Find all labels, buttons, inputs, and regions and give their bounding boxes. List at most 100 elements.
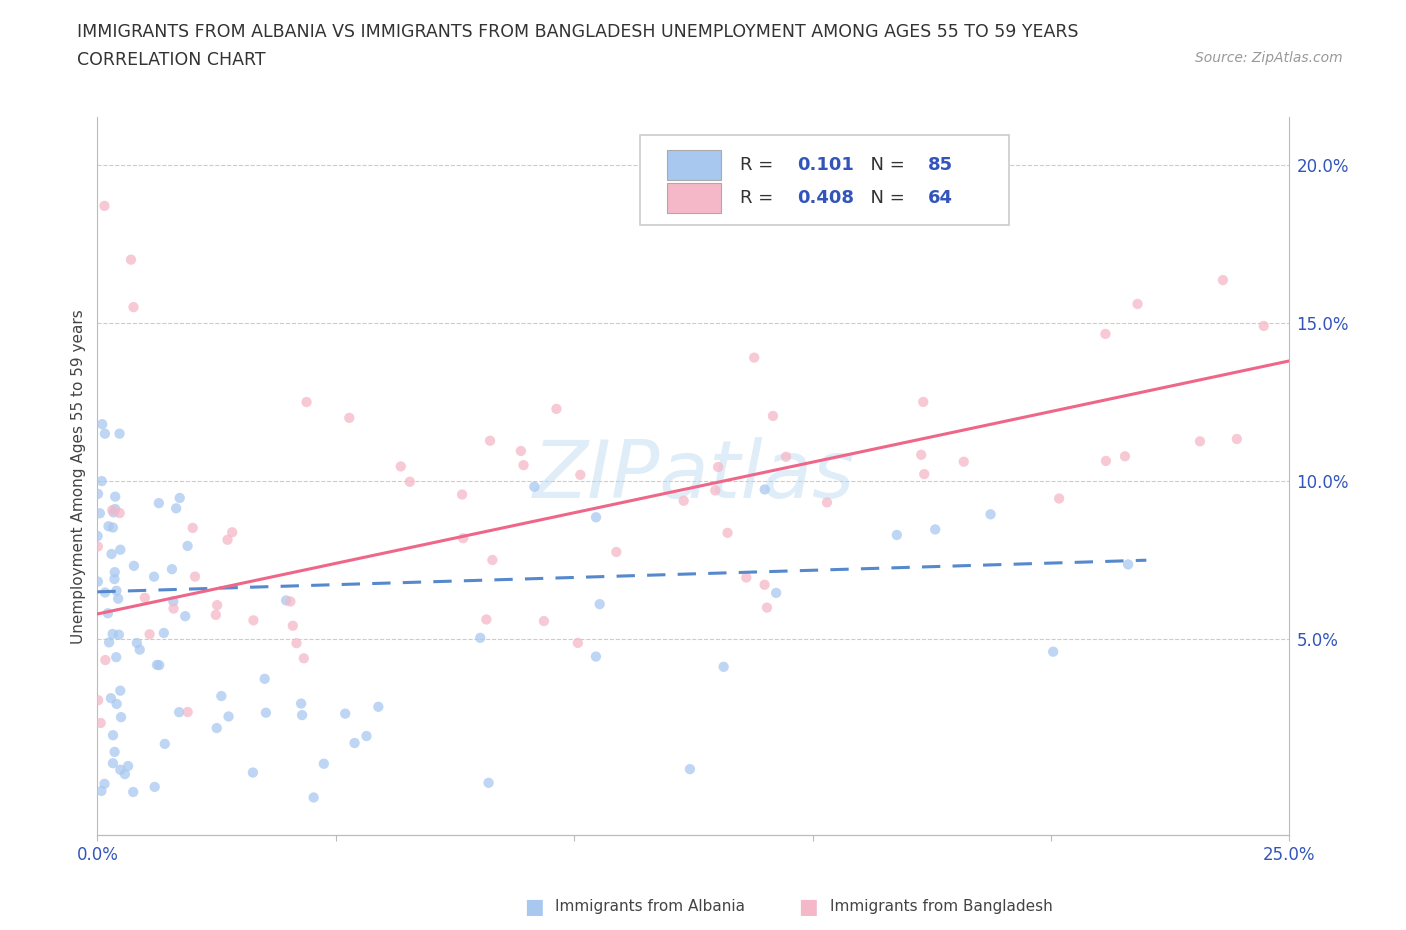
- Point: [1094, 326, 1116, 341]
- Point: [98, 635, 121, 650]
- Point: [451, 531, 474, 546]
- Text: N =: N =: [859, 189, 911, 206]
- Point: [94, 426, 117, 441]
- Point: [221, 525, 243, 539]
- Point: [122, 785, 145, 800]
- Point: [523, 479, 546, 494]
- Point: [1047, 491, 1070, 506]
- Point: [1095, 454, 1118, 469]
- FancyBboxPatch shape: [640, 135, 1010, 225]
- Text: ZIPatlas: ZIPatlas: [533, 437, 855, 515]
- Point: [87, 539, 110, 554]
- Point: [533, 614, 555, 629]
- Point: [110, 684, 132, 698]
- Point: [162, 601, 184, 616]
- Point: [108, 627, 131, 642]
- Point: [101, 502, 124, 517]
- Text: R =: R =: [740, 189, 779, 206]
- Point: [742, 351, 765, 365]
- Point: [569, 468, 592, 483]
- Point: [242, 613, 264, 628]
- Point: [176, 538, 198, 553]
- Point: [242, 765, 264, 780]
- Point: [101, 728, 124, 743]
- Point: [398, 474, 420, 489]
- Point: [94, 585, 117, 600]
- Point: [86, 528, 108, 543]
- Point: [165, 501, 187, 516]
- Point: [735, 570, 758, 585]
- Point: [125, 635, 148, 650]
- Point: [218, 709, 240, 724]
- Point: [1226, 432, 1249, 446]
- Point: [477, 776, 499, 790]
- Point: [1114, 449, 1136, 464]
- Point: [148, 496, 170, 511]
- Point: [754, 578, 776, 592]
- Point: [716, 525, 738, 540]
- Point: [104, 745, 127, 760]
- Point: [1253, 318, 1275, 333]
- Point: [290, 697, 312, 711]
- Point: [110, 710, 132, 724]
- Point: [285, 636, 308, 651]
- Point: [470, 631, 492, 645]
- Text: Source: ZipAtlas.com: Source: ZipAtlas.com: [1195, 51, 1343, 65]
- Point: [143, 779, 166, 794]
- Point: [91, 417, 114, 432]
- Point: [217, 532, 239, 547]
- Point: [910, 447, 932, 462]
- Point: [281, 618, 304, 633]
- Point: [108, 426, 131, 441]
- Point: [117, 759, 139, 774]
- Point: [162, 594, 184, 609]
- Text: 64: 64: [928, 189, 953, 206]
- Point: [775, 449, 797, 464]
- Text: N =: N =: [859, 155, 911, 174]
- Point: [291, 708, 314, 723]
- Point: [94, 653, 117, 668]
- Point: [389, 459, 412, 474]
- Point: [184, 569, 207, 584]
- Point: [87, 693, 110, 708]
- Text: IMMIGRANTS FROM ALBANIA VS IMMIGRANTS FROM BANGLADESH UNEMPLOYMENT AMONG AGES 55: IMMIGRANTS FROM ALBANIA VS IMMIGRANTS FR…: [77, 23, 1078, 41]
- Point: [100, 691, 122, 706]
- Point: [103, 572, 125, 587]
- Point: [93, 198, 115, 213]
- Point: [980, 507, 1002, 522]
- Point: [90, 473, 112, 488]
- Point: [335, 706, 357, 721]
- Point: [475, 612, 498, 627]
- Point: [146, 658, 169, 672]
- Point: [254, 705, 277, 720]
- Point: [762, 408, 785, 423]
- Point: [120, 252, 142, 267]
- Point: [87, 486, 110, 501]
- Point: [765, 586, 787, 601]
- Text: R =: R =: [740, 155, 779, 174]
- Point: [292, 651, 315, 666]
- Point: [886, 527, 908, 542]
- Point: [169, 490, 191, 505]
- Point: [134, 591, 156, 605]
- Point: [912, 467, 935, 482]
- Point: [101, 756, 124, 771]
- Point: [153, 737, 176, 751]
- Point: [451, 487, 474, 502]
- Point: [707, 459, 730, 474]
- Point: [679, 762, 702, 777]
- Text: 0.408: 0.408: [797, 189, 853, 206]
- Point: [481, 552, 503, 567]
- Point: [122, 299, 145, 314]
- Point: [138, 627, 160, 642]
- Text: ■: ■: [799, 897, 818, 917]
- Point: [128, 643, 150, 658]
- Text: 0.101: 0.101: [797, 155, 853, 174]
- Point: [1126, 297, 1149, 312]
- Point: [546, 402, 568, 417]
- Point: [1042, 644, 1064, 659]
- Point: [205, 721, 228, 736]
- Bar: [666, 150, 721, 179]
- Point: [924, 522, 946, 537]
- Point: [104, 565, 127, 579]
